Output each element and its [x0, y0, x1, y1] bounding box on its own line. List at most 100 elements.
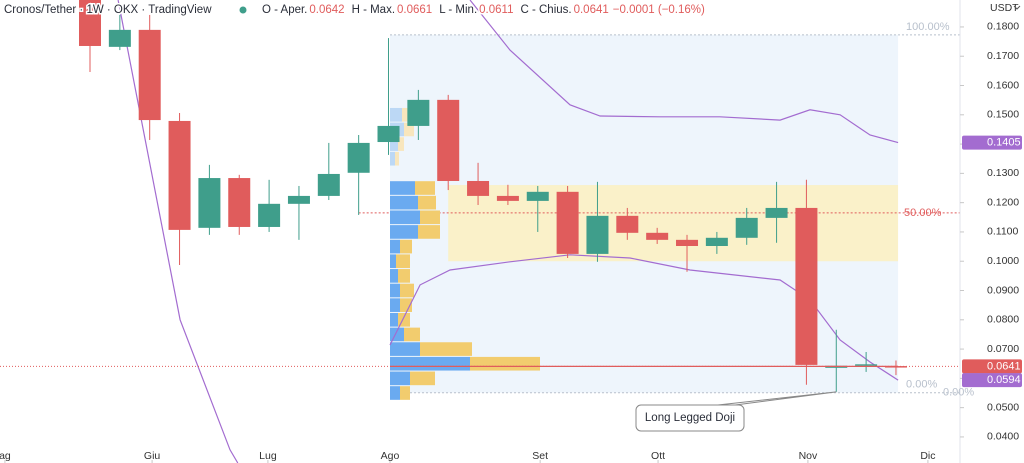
- profile-down: [400, 239, 412, 254]
- fib-label: 100.00%: [906, 21, 950, 33]
- profile-up: [390, 137, 398, 151]
- y-tick-label: 0.0700: [987, 343, 1019, 355]
- x-tick-label: Nov: [799, 450, 818, 462]
- candle-body: [705, 237, 728, 246]
- profile-up: [390, 254, 396, 269]
- price-tag-label: 0.0594: [987, 374, 1021, 386]
- candle-body: [138, 29, 161, 121]
- profile-up: [390, 283, 400, 298]
- profile-down: [410, 371, 435, 386]
- ohlc-value: 0.0641: [574, 4, 609, 16]
- y-tick-label: 0.1600: [987, 79, 1019, 91]
- candle-body: [347, 142, 370, 173]
- candle-body: [676, 239, 699, 246]
- candle-body: [795, 207, 818, 365]
- candle-body: [168, 120, 191, 230]
- profile-down: [400, 298, 412, 312]
- y-tick-label: 0.0500: [987, 401, 1019, 413]
- x-tick-label: Ott: [651, 450, 665, 462]
- candle-body: [765, 207, 788, 218]
- ohlc-value: 0.0611: [479, 4, 513, 16]
- profile-down: [402, 107, 410, 122]
- fib-zone: [448, 185, 899, 262]
- candle-body: [526, 191, 549, 201]
- change-value: −0.0001 (−0.16%): [613, 4, 705, 16]
- bollinger-band: [117, 0, 899, 463]
- profile-up: [390, 239, 400, 254]
- candle-body: [228, 178, 251, 227]
- fib-axis-label: 0.00%: [943, 387, 974, 399]
- candle-body: [855, 364, 878, 366]
- profile-down: [418, 195, 436, 210]
- candle-body: [377, 125, 400, 143]
- profile-down: [420, 342, 472, 356]
- profile-down: [395, 151, 399, 166]
- y-tick-label: 0.0900: [987, 284, 1019, 296]
- profile-down: [398, 269, 410, 283]
- profile-up: [390, 269, 398, 283]
- profile-up: [390, 151, 395, 166]
- profile-down: [404, 122, 414, 137]
- price-tag-label: 0.1405: [987, 137, 1021, 149]
- y-tick-label: 0.1300: [987, 167, 1019, 179]
- profile-down: [398, 137, 404, 151]
- profile-down: [415, 181, 435, 195]
- legend-header: Cronos/Tether · 1W · OKX · TradingView O …: [3, 3, 707, 18]
- currency-label: USDT: [990, 2, 1019, 14]
- y-tick-label: 0.1500: [987, 109, 1019, 121]
- x-tick-label: Ago: [381, 450, 400, 462]
- fib-label: 50.00%: [904, 207, 942, 219]
- symbol-title: Cronos/Tether · 1W · OKX · TradingView: [4, 4, 212, 16]
- x-tick-label: Dic: [920, 450, 935, 462]
- bollinger-band: [469, 0, 899, 144]
- y-tick-label: 0.1000: [987, 255, 1019, 267]
- profile-down: [404, 327, 420, 342]
- candle-body: [556, 191, 579, 254]
- profile-up: [390, 342, 420, 356]
- profile-up: [390, 356, 470, 371]
- candle-body: [496, 195, 519, 201]
- candle-body: [407, 99, 430, 126]
- profile-down: [400, 283, 414, 298]
- y-tick-label: 0.0800: [987, 314, 1019, 326]
- profile-up: [390, 210, 420, 225]
- candle-body: [287, 195, 310, 204]
- profile-up: [390, 371, 410, 386]
- candle-body: [735, 217, 758, 238]
- price-tag: [962, 135, 1022, 150]
- profile-up: [390, 327, 404, 342]
- annotation-box: [635, 404, 745, 432]
- x-tick-label: ag: [0, 450, 11, 462]
- candle-body: [258, 203, 281, 227]
- ohlc-value: 0.0661: [397, 4, 432, 16]
- ohlc-label: C - Chius.: [520, 4, 571, 16]
- candle-body: [198, 178, 221, 228]
- ohlc-label: O - Aper.: [262, 4, 307, 16]
- profile-down: [418, 225, 440, 239]
- x-tick-label: Lug: [259, 450, 277, 462]
- fib-label: 0.00%: [906, 379, 937, 391]
- candle-body: [108, 29, 131, 47]
- profile-down: [400, 386, 410, 400]
- y-tick-label: 0.1200: [987, 196, 1019, 208]
- candle-body: [317, 173, 340, 196]
- profile-down: [420, 210, 440, 225]
- candle-body: [586, 215, 609, 254]
- ohlc-value: 0.0642: [309, 4, 344, 16]
- profile-up: [390, 107, 402, 122]
- ohlc-label: H - Max.: [352, 4, 395, 16]
- y-tick-label: 0.1100: [987, 226, 1018, 238]
- candle-body: [79, 0, 101, 46]
- profile-up: [390, 312, 398, 327]
- price-tag-label: 0.0641: [987, 360, 1021, 372]
- profile-up: [390, 298, 400, 312]
- profile-up: [390, 181, 415, 195]
- x-tick-label: Set: [532, 450, 548, 462]
- currency-caret: [1013, 5, 1021, 10]
- candle-body: [616, 215, 639, 233]
- y-tick-label: 0.1700: [987, 50, 1019, 62]
- candle-body: [646, 232, 669, 240]
- profile-up: [390, 225, 418, 239]
- x-tick-label: Giu: [144, 450, 161, 462]
